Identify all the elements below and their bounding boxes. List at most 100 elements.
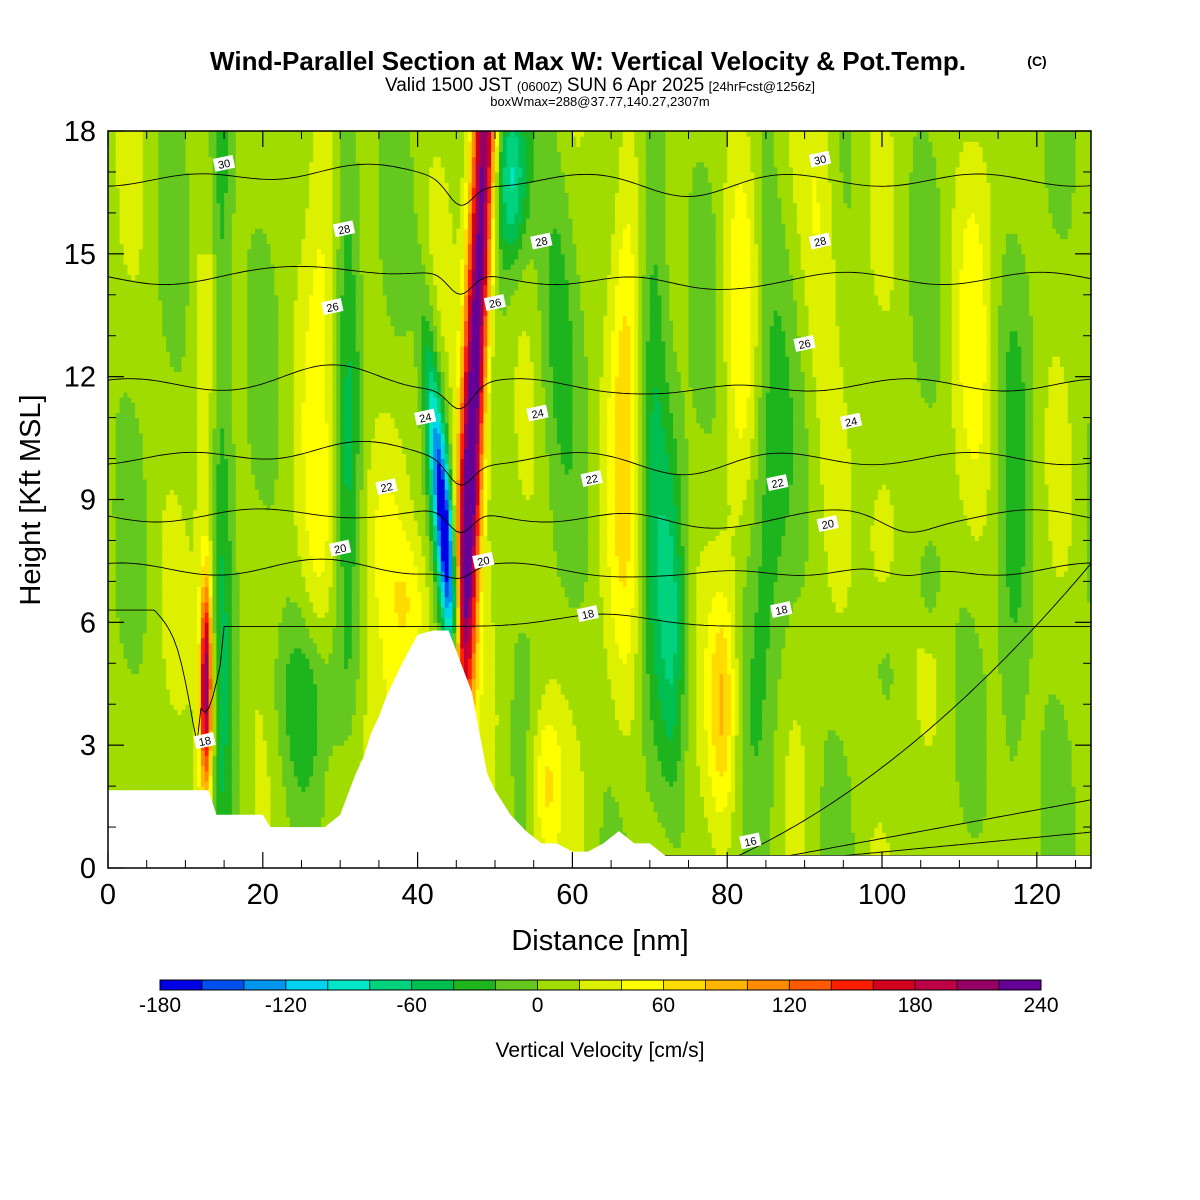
velocity-cell: [769, 806, 786, 813]
velocity-cell: [533, 806, 539, 813]
velocity-cell: [599, 571, 612, 577]
velocity-cell: [313, 607, 330, 613]
velocity-cell: [317, 642, 334, 649]
velocity-cell: [514, 683, 531, 690]
velocity-cell: [676, 704, 682, 710]
velocity-cell: [460, 622, 465, 628]
velocity-cell: [742, 740, 751, 746]
velocity-cell: [533, 750, 542, 756]
velocity-cell: [220, 683, 229, 690]
velocity-cell: [197, 622, 202, 628]
velocity-cell: [735, 591, 744, 598]
velocity-cell: [359, 596, 368, 603]
velocity-cell: [437, 612, 442, 618]
velocity-cell: [433, 514, 438, 521]
velocity-cell: [216, 586, 221, 593]
velocity-cell: [406, 586, 419, 593]
velocity-cell: [688, 719, 697, 726]
velocity-cell: [239, 786, 256, 792]
velocity-cell: [479, 596, 484, 603]
velocity-cell: [471, 601, 477, 608]
velocity-cell: [920, 591, 937, 598]
velocity-cell: [723, 673, 732, 680]
velocity-cell: [731, 612, 736, 618]
velocity-cell: [642, 714, 651, 721]
velocity-cell: [731, 509, 744, 516]
velocity-cell: [255, 811, 272, 818]
velocity-cell: [495, 632, 519, 639]
velocity-cell: [336, 612, 345, 618]
velocity-cell: [940, 566, 999, 572]
velocity-cell: [649, 473, 674, 480]
velocity-cell: [762, 714, 779, 721]
velocity-cell: [212, 601, 217, 608]
velocity-cell: [676, 540, 682, 547]
velocity-cell: [727, 755, 732, 762]
velocity-cell: [448, 566, 454, 572]
velocity-cell: [742, 663, 751, 669]
velocity-cell: [452, 560, 457, 567]
velocity-cell: [197, 632, 202, 639]
velocity-cell: [1005, 530, 1026, 536]
velocity-cell: [228, 734, 233, 741]
velocity-cell: [580, 750, 643, 756]
velocity-cell: [409, 601, 423, 608]
velocity-cell: [479, 678, 484, 685]
velocity-cell: [765, 653, 782, 659]
velocity-cell: [305, 514, 330, 521]
velocity-cell: [727, 489, 748, 495]
velocity-cell: [870, 530, 895, 536]
velocity-cell: [197, 468, 210, 475]
velocity-cell: [634, 530, 639, 536]
velocity-cell: [417, 627, 430, 634]
velocity-cell: [1002, 704, 1026, 710]
velocity-cell: [1025, 489, 1034, 495]
velocity-cell: [119, 617, 148, 623]
velocity-cell: [479, 576, 484, 582]
velocity-cell: [680, 617, 686, 623]
velocity-cell: [657, 607, 678, 613]
velocity-cell: [448, 581, 454, 588]
velocity-cell: [197, 668, 202, 675]
velocity-cell: [680, 479, 690, 485]
velocity-cell: [1032, 479, 1046, 485]
velocity-cell: [429, 612, 434, 618]
velocity-cell: [289, 750, 318, 756]
velocity-cell: [777, 555, 810, 562]
velocity-cell: [746, 560, 763, 567]
velocity-cell: [212, 724, 217, 731]
velocity-cell: [239, 617, 283, 623]
velocity-cell: [216, 647, 221, 654]
velocity-cell: [998, 525, 1007, 531]
velocity-cell: [1032, 560, 1053, 567]
velocity-cell: [220, 688, 229, 695]
velocity-cell: [824, 745, 844, 751]
velocity-cell: [228, 683, 233, 690]
velocity-cell: [537, 755, 562, 762]
velocity-cell: [220, 571, 225, 577]
velocity-cell: [367, 545, 376, 552]
velocity-cell: [642, 724, 655, 731]
velocity-cell: [611, 688, 635, 695]
velocity-cell: [448, 484, 454, 490]
velocity-cell: [746, 566, 759, 572]
velocity-cell: [793, 724, 802, 731]
velocity-cell: [216, 627, 221, 634]
velocity-cell: [936, 596, 999, 603]
velocity-cell: [332, 499, 337, 506]
velocity-cell: [549, 504, 589, 511]
velocity-cell: [533, 801, 539, 808]
velocity-cell: [556, 566, 589, 572]
velocity-cell: [1005, 581, 1022, 588]
velocity-cell: [874, 514, 895, 521]
velocity-cell: [754, 647, 767, 654]
velocity-cell: [773, 781, 786, 787]
velocity-cell: [200, 576, 206, 582]
velocity-cell: [634, 571, 639, 577]
velocity-cell: [680, 755, 686, 762]
velocity-cell: [704, 545, 732, 552]
velocity-cell: [529, 658, 608, 664]
velocity-cell: [452, 566, 457, 572]
velocity-cell: [317, 704, 357, 710]
velocity-cell: [599, 545, 608, 552]
